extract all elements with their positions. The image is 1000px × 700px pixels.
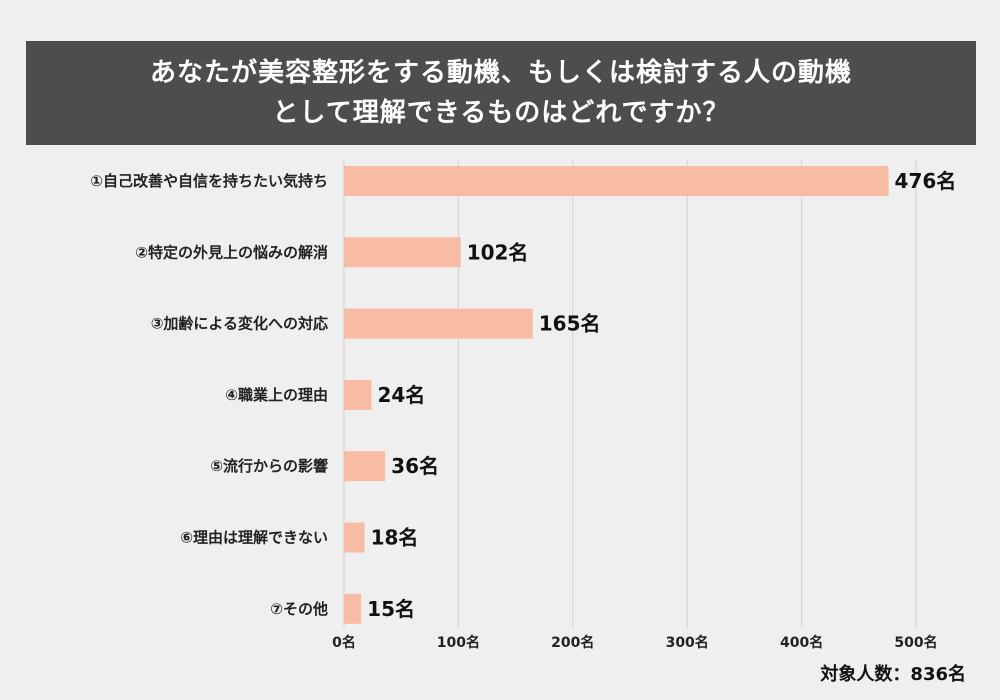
x-tick-label: 300名 bbox=[666, 634, 709, 651]
category-label: ②特定の外見上の悩みの解消 bbox=[135, 243, 328, 261]
value-label: 476名 bbox=[895, 169, 957, 193]
x-tick-label: 200名 bbox=[551, 634, 594, 651]
x-tick-label: 400名 bbox=[780, 634, 823, 651]
bar bbox=[344, 522, 365, 553]
category-label: ③加齢による変化への対応 bbox=[151, 315, 328, 333]
chart-title-line-2: として理解できるものはどれですか？ bbox=[272, 98, 730, 128]
category-label: ⑤流行からの影響 bbox=[210, 457, 328, 475]
value-label: 24名 bbox=[377, 383, 425, 407]
value-label: 18名 bbox=[371, 526, 419, 550]
value-label: 165名 bbox=[539, 312, 601, 336]
bar bbox=[344, 308, 533, 339]
value-label: 15名 bbox=[367, 597, 415, 621]
category-label: ⑥理由は理解できない bbox=[180, 529, 328, 547]
category-label: ⑦その他 bbox=[270, 600, 328, 618]
respondent-count: 対象人数：836名 bbox=[820, 664, 966, 685]
bar bbox=[344, 451, 386, 482]
bar bbox=[344, 166, 889, 196]
value-label: 36名 bbox=[391, 454, 439, 478]
bar bbox=[344, 593, 362, 624]
x-tick-label: 100名 bbox=[437, 634, 480, 651]
bar bbox=[344, 379, 372, 410]
category-label: ④職業上の理由 bbox=[225, 386, 328, 404]
bar bbox=[344, 237, 461, 268]
chart-title-line-1: あなたが美容整形をする動機、もしくは検討する人の動機 bbox=[149, 58, 852, 88]
category-label: ①自己改善や自信を持ちたい気持ち bbox=[90, 172, 328, 190]
x-tick-label: 500名 bbox=[894, 634, 937, 651]
chart-title: あなたが美容整形をする動機、もしくは検討する人の動機 として理解できるものはどれ… bbox=[26, 41, 976, 145]
value-label: 102名 bbox=[467, 240, 529, 264]
x-tick-label: 0名 bbox=[332, 634, 356, 651]
